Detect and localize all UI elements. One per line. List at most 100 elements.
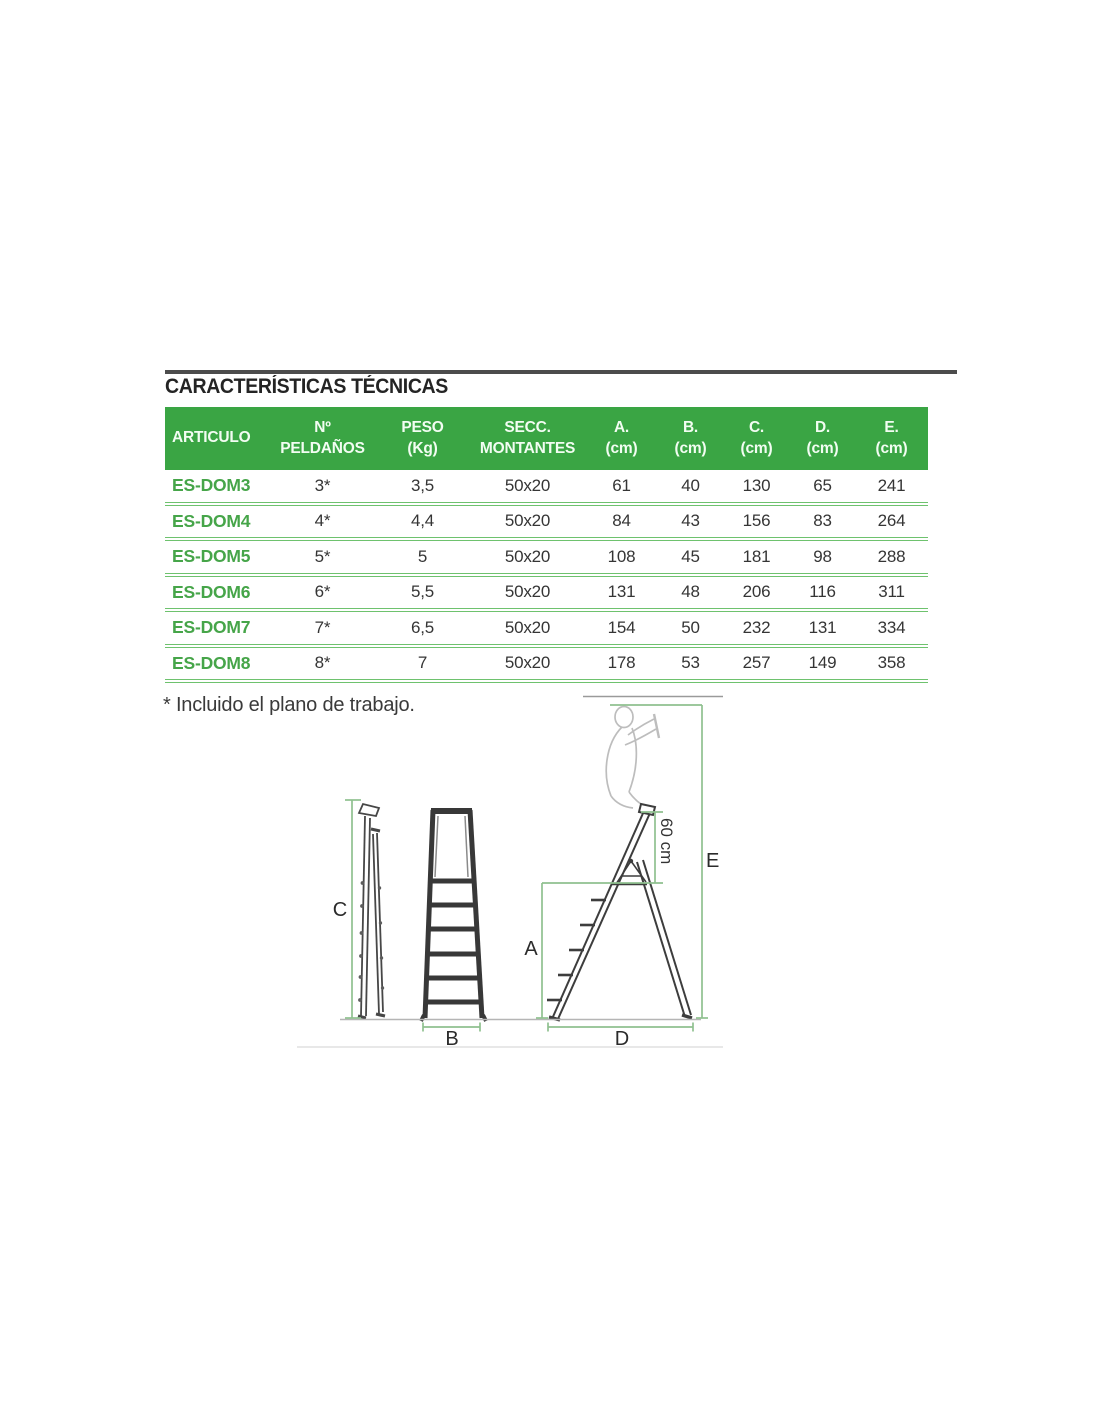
- side-ladder-top-cap: [637, 802, 657, 817]
- cell-peldanos: 7*: [314, 617, 331, 637]
- col-header-label: B.: [682, 418, 699, 436]
- dim-label-d: D: [615, 1028, 629, 1050]
- folded-ladder-cap: [357, 802, 381, 818]
- person-leg-back: [610, 795, 634, 809]
- front-ladder-panel-edge: [464, 815, 469, 878]
- cell-b: 53: [681, 653, 700, 673]
- cell-peso: 5,5: [410, 582, 435, 602]
- col-header-label: (cm): [806, 439, 839, 457]
- cell-b: 40: [681, 475, 700, 495]
- side-ladder-rear-rail: [642, 859, 692, 1016]
- cell-d: 83: [813, 511, 832, 531]
- cell-d: 98: [813, 546, 832, 566]
- cell-peso: 6,5: [410, 617, 435, 637]
- col-header-peso: PESO (Kg): [375, 407, 470, 470]
- cell-articulo: ES-DOM4: [172, 510, 251, 531]
- col-header-c: C. (cm): [723, 407, 790, 470]
- front-ladder-rail-right: [467, 809, 485, 1019]
- table-header-row: ARTICULO Nº PELDAÑOS PESO (Kg) SECC. MONTAN…: [165, 407, 928, 470]
- cell-a: 84: [612, 511, 631, 531]
- spec-table: ARTICULO Nº PELDAÑOS PESO (Kg) SECC. MONTAN…: [165, 407, 928, 683]
- col-header-label: E.: [884, 418, 899, 436]
- cell-peso: 7: [417, 653, 428, 673]
- cell-a: 108: [607, 546, 636, 566]
- cell-e: 241: [877, 475, 906, 495]
- cell-b: 50: [681, 617, 700, 637]
- folded-ladder-rear-cap: [370, 827, 381, 833]
- col-header-label: D.: [814, 418, 831, 436]
- col-header-label: (cm): [605, 439, 638, 457]
- cell-secc: 50x20: [504, 546, 551, 566]
- table-row: ES-DOM7 7* 6,5 50x20 154 50 232 131 334: [165, 612, 928, 648]
- cell-c: 232: [742, 617, 771, 637]
- folded-ladder-rung-nubs: [358, 881, 385, 1002]
- col-header-secc-montantes: SECC. MONTANTES: [470, 407, 585, 470]
- folded-ladder: [357, 802, 386, 1020]
- folded-ladder-rail: [372, 833, 380, 1015]
- cell-d: 65: [813, 475, 832, 495]
- title-rule: [165, 370, 957, 374]
- folded-ladder-rail: [365, 817, 371, 1017]
- col-header-a: A. (cm): [585, 407, 658, 470]
- person-head: [614, 705, 634, 729]
- cell-secc: 50x20: [504, 582, 551, 602]
- cell-a: 154: [607, 617, 636, 637]
- cell-secc: 50x20: [504, 475, 551, 495]
- cell-articulo: ES-DOM5: [172, 546, 251, 567]
- cell-d: 131: [808, 617, 837, 637]
- col-header-label: (cm): [740, 439, 773, 457]
- front-ladder-panel-edge: [434, 815, 439, 878]
- col-header-label: PESO: [401, 418, 444, 436]
- side-ladder-foot: [681, 1013, 693, 1020]
- col-header-articulo: ARTICULO: [165, 407, 270, 470]
- cell-c: 257: [742, 653, 771, 673]
- table-row: ES-DOM4 4* 4,4 50x20 84 43 156 83 264: [165, 506, 928, 541]
- ladder-diagram: C B A D E 60 cm: [297, 695, 723, 1050]
- cell-c: 130: [742, 475, 771, 495]
- cell-secc: 50x20: [504, 617, 551, 637]
- front-ladder-rail-left: [422, 809, 436, 1019]
- cell-a: 178: [607, 653, 636, 673]
- cell-c: 181: [742, 546, 771, 566]
- col-header-label: ARTICULO: [172, 429, 251, 447]
- side-ladder-rear-rail: [636, 861, 686, 1018]
- cell-articulo: ES-DOM8: [172, 652, 251, 673]
- folded-ladder-foot: [357, 1014, 367, 1020]
- col-header-label: (Kg): [407, 439, 438, 457]
- cell-articulo: ES-DOM7: [172, 617, 251, 638]
- col-header-label: C.: [748, 418, 765, 436]
- cell-b: 43: [681, 511, 700, 531]
- dim-label-b: B: [445, 1028, 458, 1050]
- cell-articulo: ES-DOM6: [172, 581, 251, 602]
- cell-a: 61: [612, 475, 631, 495]
- cell-secc: 50x20: [504, 511, 551, 531]
- footnote: * Incluido el plano de trabajo.: [163, 694, 415, 716]
- folded-ladder-foot: [375, 1012, 386, 1018]
- person-figure: [605, 705, 661, 809]
- person-back: [605, 726, 623, 797]
- cell-e: 264: [877, 511, 906, 531]
- cell-peldanos: 6*: [314, 582, 331, 602]
- cell-peldanos: 3*: [314, 475, 331, 495]
- cell-c: 156: [742, 511, 771, 531]
- dim-label-c: C: [333, 899, 347, 921]
- cell-peldanos: 5*: [314, 546, 331, 566]
- cell-peldanos: 8*: [314, 653, 331, 673]
- side-ladder-front-rail: [551, 810, 645, 1020]
- page-title: CARACTERÍSTICAS TÉCNICAS: [165, 375, 448, 398]
- person-front: [628, 727, 638, 793]
- dim-label-a: A: [524, 938, 538, 960]
- cell-peso: 5: [417, 546, 428, 566]
- col-header-b: B. (cm): [658, 407, 723, 470]
- dim-label-60cm: 60 cm: [657, 818, 676, 864]
- cell-c: 206: [742, 582, 771, 602]
- cell-a: 131: [607, 582, 636, 602]
- cell-secc: 50x20: [504, 653, 551, 673]
- cell-b: 48: [681, 582, 700, 602]
- col-header-e: E. (cm): [855, 407, 928, 470]
- cell-articulo: ES-DOM3: [172, 475, 251, 496]
- person-tool: [652, 713, 661, 739]
- cell-e: 358: [877, 653, 906, 673]
- cell-e: 334: [877, 617, 906, 637]
